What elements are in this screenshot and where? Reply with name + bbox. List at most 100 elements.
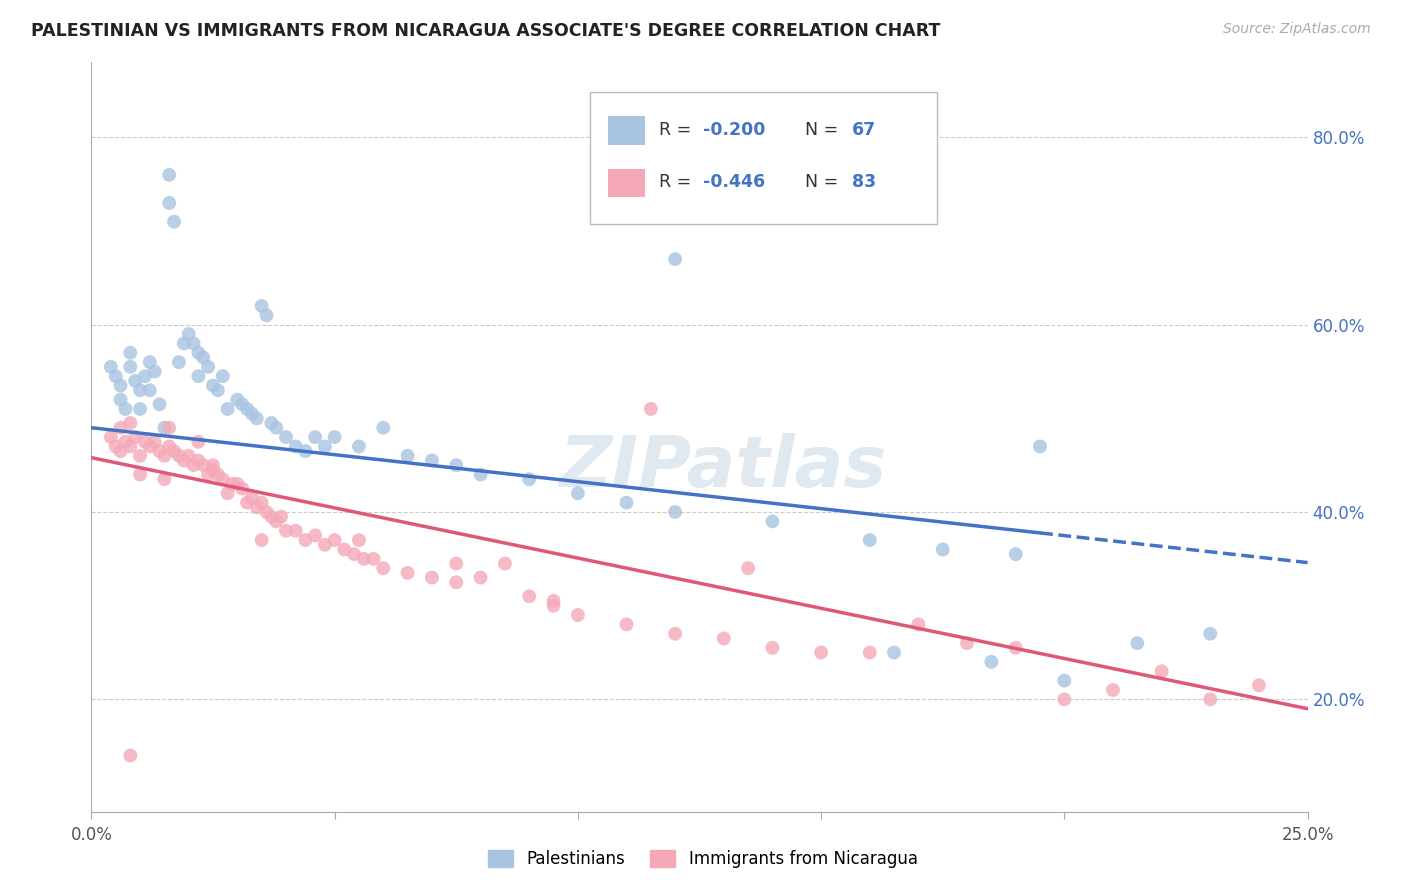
Point xyxy=(859,533,882,547)
Point xyxy=(264,420,287,434)
Point xyxy=(664,252,686,266)
Point xyxy=(211,472,233,486)
Point xyxy=(931,542,953,557)
Text: Source: ZipAtlas.com: Source: ZipAtlas.com xyxy=(1223,22,1371,37)
Text: ZIPatlas: ZIPatlas xyxy=(560,433,887,501)
Point xyxy=(139,440,162,453)
Point xyxy=(110,378,132,392)
Point xyxy=(157,195,180,210)
Point xyxy=(120,416,142,430)
Point xyxy=(373,561,395,575)
Point xyxy=(202,458,225,473)
Point xyxy=(120,359,142,374)
Point xyxy=(256,309,278,323)
Point xyxy=(616,496,638,510)
Point xyxy=(270,509,292,524)
Point xyxy=(264,514,287,528)
Point xyxy=(183,336,205,351)
Point xyxy=(420,453,443,467)
Point xyxy=(246,500,269,515)
Point xyxy=(1102,683,1125,698)
Point xyxy=(173,336,195,351)
Point xyxy=(314,538,336,552)
Point xyxy=(193,458,215,473)
Point xyxy=(543,594,565,608)
Point xyxy=(114,434,136,449)
Point xyxy=(124,374,146,388)
Point xyxy=(373,420,395,434)
Point xyxy=(197,359,219,374)
Point xyxy=(129,401,152,416)
Point xyxy=(148,444,170,458)
Point xyxy=(143,364,166,378)
Point xyxy=(124,430,146,444)
Point xyxy=(444,557,467,571)
Point xyxy=(120,345,142,359)
Point xyxy=(274,524,297,538)
Point xyxy=(104,440,127,453)
Point xyxy=(246,411,269,425)
Point xyxy=(217,486,239,500)
Point xyxy=(343,547,366,561)
Point xyxy=(129,467,152,482)
Point xyxy=(664,626,686,640)
Point xyxy=(396,449,419,463)
Point xyxy=(363,551,385,566)
Point xyxy=(260,416,283,430)
Point xyxy=(157,420,180,434)
Text: PALESTINIAN VS IMMIGRANTS FROM NICARAGUA ASSOCIATE'S DEGREE CORRELATION CHART: PALESTINIAN VS IMMIGRANTS FROM NICARAGUA… xyxy=(31,22,941,40)
Point xyxy=(567,486,589,500)
Point xyxy=(761,514,783,528)
Point xyxy=(1004,640,1026,655)
Point xyxy=(543,599,565,613)
Point xyxy=(177,449,200,463)
Point xyxy=(134,434,156,449)
Point xyxy=(183,458,205,473)
Point xyxy=(470,571,492,585)
Point xyxy=(304,528,326,542)
Text: 83: 83 xyxy=(852,173,876,191)
Point xyxy=(713,632,735,646)
Point xyxy=(134,369,156,384)
Point xyxy=(1053,692,1076,706)
Legend: Palestinians, Immigrants from Nicaragua: Palestinians, Immigrants from Nicaragua xyxy=(482,843,924,875)
Point xyxy=(761,640,783,655)
Text: -0.446: -0.446 xyxy=(703,173,765,191)
Point xyxy=(120,748,142,763)
Bar xyxy=(609,116,645,145)
Text: N =: N = xyxy=(794,121,844,139)
Point xyxy=(240,407,263,421)
Point xyxy=(859,646,882,660)
Text: R =: R = xyxy=(659,121,697,139)
Point xyxy=(187,345,209,359)
Point xyxy=(114,401,136,416)
Point xyxy=(110,392,132,407)
Point xyxy=(1199,692,1222,706)
Point xyxy=(167,449,190,463)
Point xyxy=(139,355,162,369)
Point xyxy=(333,542,356,557)
Point xyxy=(231,482,253,496)
Point xyxy=(236,496,259,510)
Point xyxy=(444,458,467,473)
Point xyxy=(1053,673,1076,688)
Point xyxy=(494,557,516,571)
Point xyxy=(640,401,662,416)
Point xyxy=(250,496,273,510)
Point xyxy=(163,444,186,458)
Point xyxy=(616,617,638,632)
Point xyxy=(347,440,370,453)
Point xyxy=(193,351,215,365)
Point xyxy=(153,420,176,434)
Point xyxy=(260,509,283,524)
Point xyxy=(420,571,443,585)
Point xyxy=(810,646,832,660)
Point xyxy=(236,401,259,416)
Point xyxy=(1029,440,1052,453)
Point xyxy=(157,440,180,453)
Point xyxy=(207,467,229,482)
Point xyxy=(737,561,759,575)
Point xyxy=(100,430,122,444)
Point xyxy=(314,440,336,453)
Point xyxy=(294,444,316,458)
